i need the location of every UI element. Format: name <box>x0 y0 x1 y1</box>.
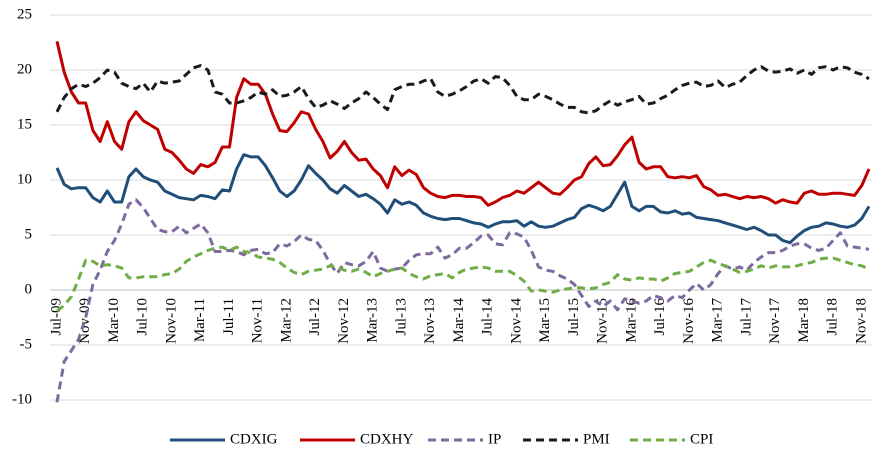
legend-label: CPI <box>690 431 713 447</box>
legend-label: IP <box>488 431 501 447</box>
y-tick-label: 25 <box>17 6 32 22</box>
x-tick-label: Jul-12 <box>307 298 323 336</box>
x-tick-label: Jul-14 <box>480 298 496 336</box>
y-tick-label: -5 <box>20 336 33 352</box>
x-tick-label: Nov-17 <box>767 298 783 344</box>
x-tick-label: Jul-13 <box>393 298 409 336</box>
x-tick-label: Mar-12 <box>278 298 294 343</box>
x-tick-label: Nov-15 <box>595 298 611 344</box>
x-tick-label: Nov-14 <box>508 298 524 344</box>
x-tick-label: Mar-16 <box>623 298 639 343</box>
x-tick-label: Nov-11 <box>250 298 266 343</box>
y-tick-label: -10 <box>12 391 32 407</box>
x-tick-label: Jul-11 <box>221 298 237 335</box>
y-tick-label: 15 <box>17 116 32 132</box>
x-tick-label: Nov-10 <box>163 298 179 344</box>
x-tick-label: Mar-11 <box>192 298 208 342</box>
legend-label: CDXIG <box>230 431 278 447</box>
y-tick-label: 10 <box>17 171 32 187</box>
x-tick-label: Jul-15 <box>566 298 582 336</box>
x-tick-label: Jul-18 <box>825 298 841 336</box>
series-line <box>55 41 871 207</box>
y-tick-label: 20 <box>17 61 32 77</box>
x-tick-label: Mar-17 <box>710 298 726 343</box>
x-tick-label: Nov-13 <box>422 298 438 344</box>
legend-label: PMI <box>583 431 610 447</box>
series-line <box>55 64 870 115</box>
x-tick-label: Nov-09 <box>77 298 93 344</box>
x-tick-label: Mar-14 <box>451 298 467 343</box>
x-tick-label: Nov-12 <box>336 298 352 344</box>
y-tick-label: 0 <box>25 281 33 297</box>
x-tick-label: Mar-13 <box>365 298 381 343</box>
x-tick-label: Mar-15 <box>537 298 553 343</box>
x-tick-label: Jul-16 <box>652 298 668 336</box>
x-tick-label: Nov-16 <box>681 298 697 344</box>
series-line <box>56 245 870 313</box>
x-tick-label: Nov-18 <box>853 298 869 344</box>
x-tick-label: Jul-10 <box>135 298 151 336</box>
legend-label: CDXHY <box>360 431 414 447</box>
x-tick-label: Jul-09 <box>48 298 64 336</box>
x-tick-label: Mar-18 <box>796 298 812 343</box>
y-tick-label: 5 <box>25 226 33 242</box>
x-tick-label: Mar-10 <box>106 298 122 343</box>
legend: CDXIG CDXHY IP PMI CPI <box>170 431 713 447</box>
series-line <box>55 153 871 245</box>
x-tick-label: Jul-17 <box>738 298 754 336</box>
